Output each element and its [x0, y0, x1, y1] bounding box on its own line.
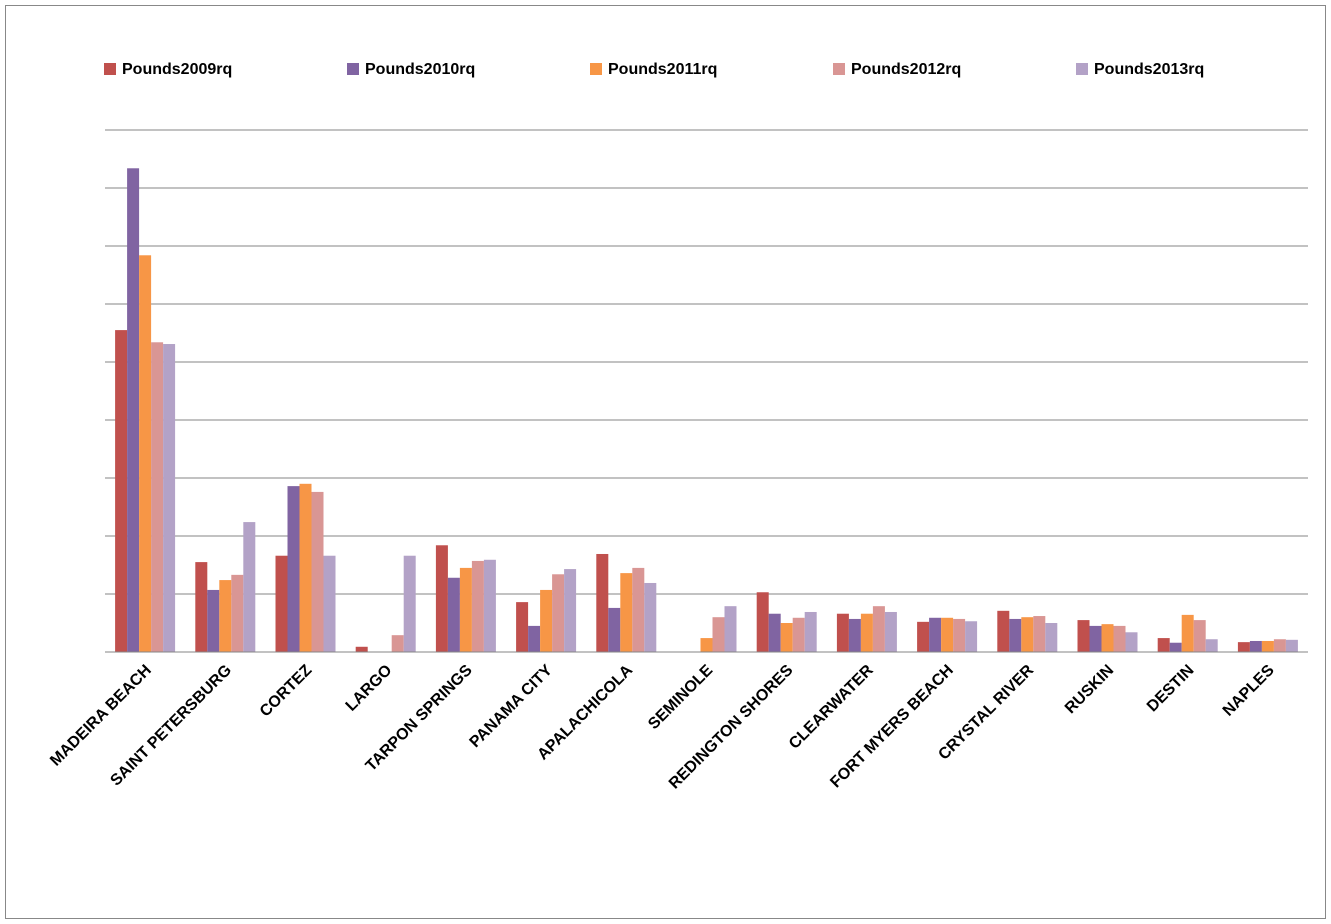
- bar: [724, 606, 737, 652]
- bar: [1181, 614, 1194, 652]
- bar: [1249, 640, 1262, 652]
- bar: [243, 522, 256, 652]
- bar: [115, 330, 128, 652]
- bar: [941, 617, 954, 652]
- bar: [564, 569, 577, 652]
- bar: [299, 483, 312, 652]
- bar: [127, 168, 140, 652]
- bar: [471, 560, 484, 652]
- legend-swatch: [347, 63, 359, 75]
- bar: [1285, 639, 1298, 652]
- bar: [1273, 639, 1286, 652]
- bar: [540, 589, 553, 652]
- bar: [311, 491, 324, 652]
- bar: [953, 618, 966, 652]
- bar: [483, 559, 496, 652]
- legend-label: Pounds2009rq: [122, 61, 232, 78]
- bar: [1077, 620, 1090, 652]
- bar: [287, 486, 300, 652]
- bar: [1045, 623, 1058, 652]
- bar: [836, 613, 849, 652]
- bar: [459, 567, 472, 652]
- bar: [929, 617, 942, 652]
- bar: [620, 573, 633, 652]
- legend-swatch: [590, 63, 602, 75]
- legend-label: Pounds2013rq: [1094, 61, 1204, 78]
- bar: [1169, 642, 1182, 652]
- bar: [965, 621, 978, 652]
- bar: [139, 255, 152, 652]
- chart-border: [5, 5, 1326, 919]
- bar: [1193, 620, 1206, 652]
- bar: [768, 613, 781, 652]
- bar: [355, 646, 368, 652]
- bar: [917, 621, 930, 652]
- bar: [804, 611, 817, 652]
- bar: [884, 611, 897, 652]
- legend-swatch: [1076, 63, 1088, 75]
- bar: [391, 635, 404, 652]
- bar: [700, 638, 713, 652]
- legend-label: Pounds2011rq: [608, 61, 717, 78]
- bar: [1009, 618, 1022, 652]
- bar: [1205, 639, 1218, 652]
- legend-label: Pounds2010rq: [365, 61, 475, 78]
- bar: [780, 623, 793, 652]
- bar: [1157, 638, 1170, 652]
- bar: [608, 607, 621, 652]
- bar: [403, 555, 416, 652]
- bar: [231, 574, 244, 652]
- legend-swatch: [833, 63, 845, 75]
- bar: [596, 553, 609, 652]
- bar: [632, 567, 645, 652]
- bar: [151, 342, 164, 652]
- bar: [848, 618, 861, 652]
- bar: [195, 562, 208, 652]
- bar: [1113, 625, 1126, 652]
- bar: [1089, 625, 1102, 652]
- bar: [860, 613, 873, 652]
- bar: [1125, 632, 1138, 652]
- bar: [447, 577, 460, 652]
- legend-label: Pounds2012rq: [851, 61, 961, 78]
- bar: [1261, 640, 1274, 652]
- bar: [323, 555, 336, 652]
- bar: [163, 344, 176, 652]
- bar: [219, 580, 232, 652]
- bar: [872, 606, 885, 652]
- bar: [1021, 617, 1034, 652]
- bar: [756, 592, 769, 652]
- bar: [1237, 642, 1250, 652]
- bar: [997, 610, 1010, 652]
- bar: [792, 617, 805, 652]
- bar: [516, 602, 529, 652]
- bar: [712, 617, 725, 652]
- bar: [644, 582, 657, 652]
- bar: [435, 545, 448, 652]
- bar: [275, 555, 288, 652]
- bar: [207, 589, 220, 652]
- bar: [1101, 624, 1114, 652]
- bar: [552, 574, 565, 652]
- legend-swatch: [104, 63, 116, 75]
- bar: [1033, 616, 1046, 652]
- bar: [528, 625, 541, 652]
